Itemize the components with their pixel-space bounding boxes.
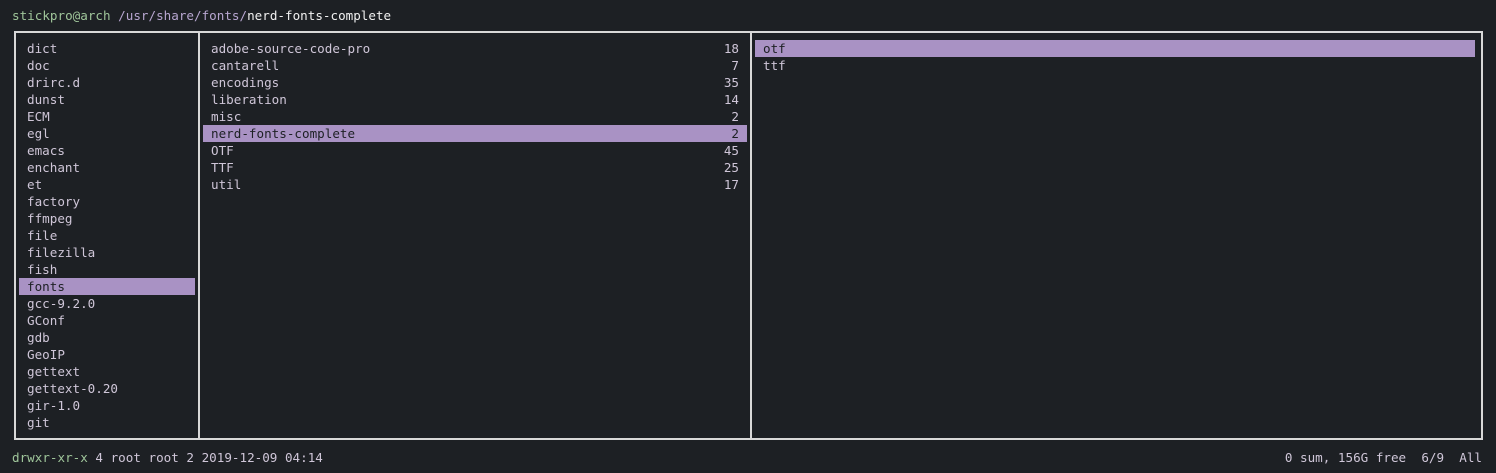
disk: 0 sum, 156G free	[1284, 450, 1407, 465]
file-row: fonts	[19, 278, 195, 295]
file-name: filezilla	[27, 245, 96, 260]
file-row: et	[19, 176, 195, 193]
file-row: gir-1.0	[19, 397, 195, 414]
file-name: ffmpeg	[27, 211, 73, 226]
file-name: encodings	[211, 75, 280, 90]
file-row: egl	[19, 125, 195, 142]
status-left: drwxr-xr-x 4 root root 2 2019-12-09 04:1…	[12, 449, 323, 466]
file-row: adobe-source-code-pro 18	[203, 40, 747, 57]
file-row: dict	[19, 40, 195, 57]
file-count: 14	[723, 92, 739, 107]
path: /usr/share/fonts/	[118, 8, 248, 23]
file-name: dunst	[27, 92, 65, 107]
file-name: file	[27, 228, 58, 243]
file-name: gettext-0.20	[27, 381, 118, 396]
file-row: dunst	[19, 91, 195, 108]
file-count: 17	[723, 177, 739, 192]
file-name: dict	[27, 41, 58, 56]
divider	[750, 31, 752, 439]
file-row: misc 2	[203, 108, 747, 125]
file-row: gdb	[19, 329, 195, 346]
file-row: ffmpeg	[19, 210, 195, 227]
file-name: otf	[763, 41, 786, 56]
file-row: GeoIP	[19, 346, 195, 363]
file-name: git	[27, 415, 50, 430]
file-count: 45	[723, 143, 739, 158]
file-name: emacs	[27, 143, 65, 158]
file-name: nerd-fonts-complete	[211, 126, 356, 141]
file-name: liberation	[211, 92, 287, 107]
file-row: drirc.d	[19, 74, 195, 91]
file-row: enchant	[19, 159, 195, 176]
file-count: 25	[723, 160, 739, 175]
file-row: cantarell 7	[203, 57, 747, 74]
status-right: 0 sum, 156G free 6/9 All	[1285, 449, 1482, 466]
file-row: filezilla	[19, 244, 195, 261]
position: 6/9	[1421, 450, 1445, 465]
file-row: liberation 14	[203, 91, 747, 108]
file-row: fish	[19, 261, 195, 278]
file-name: misc	[211, 109, 242, 124]
file-name: TTF	[211, 160, 234, 175]
file-info: 4 root root 2 2019-12-09 04:14	[95, 450, 323, 465]
file-name: gir-1.0	[27, 398, 81, 413]
file-name: egl	[27, 126, 50, 141]
file-name: cantarell	[211, 58, 280, 73]
file-row: encodings 35	[203, 74, 747, 91]
file-row: git	[19, 414, 195, 431]
file-name: util	[211, 177, 242, 192]
file-row: otf	[755, 40, 1475, 57]
file-name: ECM	[27, 109, 50, 124]
file-row: factory	[19, 193, 195, 210]
file-name: gettext	[27, 364, 81, 379]
file-row: ECM	[19, 108, 195, 125]
file-name: factory	[27, 194, 81, 209]
file-count: 2	[731, 126, 739, 141]
file-name: adobe-source-code-pro	[211, 41, 371, 56]
file-name: drirc.d	[27, 75, 81, 90]
permissions: drwxr-xr-x	[12, 450, 88, 465]
file-name: GeoIP	[27, 347, 65, 362]
file-row: gettext-0.20	[19, 380, 195, 397]
file-row: doc	[19, 57, 195, 74]
file-row: util 17	[203, 176, 747, 193]
file-row: file	[19, 227, 195, 244]
file-name: et	[27, 177, 43, 192]
file-name: ttf	[763, 58, 786, 73]
file-name: fonts	[27, 279, 65, 294]
file-count: 18	[723, 41, 739, 56]
file-count: 2	[731, 109, 739, 124]
file-row: nerd-fonts-complete 2	[203, 125, 747, 142]
file-count: 7	[731, 58, 739, 73]
file-name: enchant	[27, 160, 81, 175]
user: stickpro@arch	[12, 8, 111, 23]
file-row: emacs	[19, 142, 195, 159]
file-name: gdb	[27, 330, 50, 345]
current-dir: nerd-fonts-complete	[247, 8, 392, 23]
frame	[14, 31, 1483, 440]
file-row: OTF 45	[203, 142, 747, 159]
file-name: gcc-9.2.0	[27, 296, 96, 311]
file-name: OTF	[211, 143, 234, 158]
file-name: fish	[27, 262, 58, 277]
file-row: GConf	[19, 312, 195, 329]
file-count: 35	[723, 75, 739, 90]
scroll: All	[1459, 450, 1482, 465]
file-name: GConf	[27, 313, 65, 328]
title-bar: stickpro@arch /usr/share/fonts/nerd-font…	[12, 7, 391, 24]
file-row: TTF 25	[203, 159, 747, 176]
file-name: doc	[27, 58, 50, 73]
file-row: gcc-9.2.0	[19, 295, 195, 312]
file-row: gettext	[19, 363, 195, 380]
divider	[198, 31, 200, 439]
file-row: ttf	[755, 57, 1475, 74]
